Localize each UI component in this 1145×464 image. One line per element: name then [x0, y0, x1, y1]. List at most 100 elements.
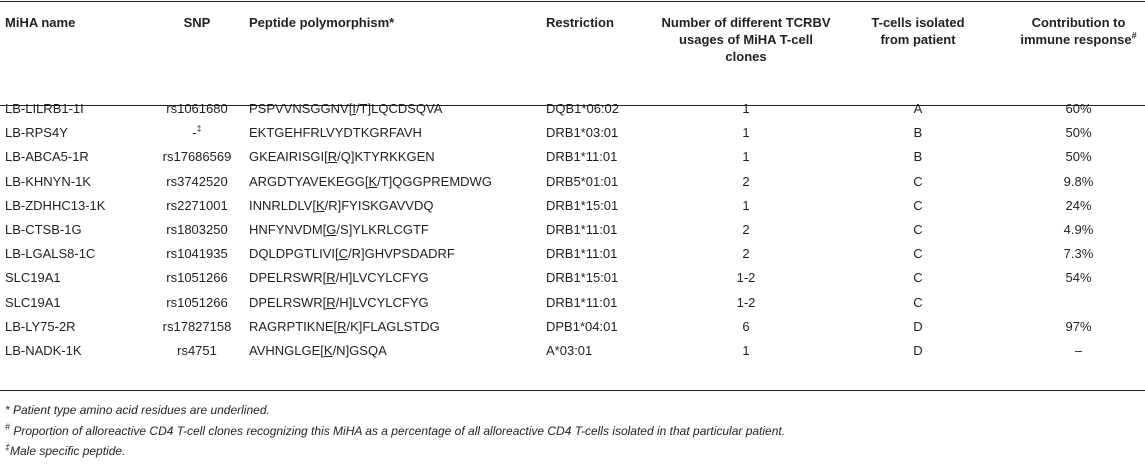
- peptide-polymorphic-residue: I: [352, 101, 356, 116]
- snp-id: -: [192, 125, 197, 141]
- cell-patient: C: [913, 197, 923, 213]
- peptide-segment: /Q]KTYRKKGEN: [337, 149, 435, 165]
- cell-patient: C: [913, 222, 923, 237]
- peptide-segment: EKTGEHFRLVYDTKGRFAVH: [249, 125, 422, 141]
- cell-contribution: 50%: [1065, 125, 1092, 141]
- header-tcrbv: Number of different TCRBV usages of MiHA…: [661, 15, 831, 64]
- cell-peptide: HNFYNVDM[G/S]YLKRLCGTF: [249, 218, 429, 242]
- footnote-0: * Patient type amino acid residues are u…: [5, 402, 270, 418]
- cell-contribution: 60%: [1065, 101, 1092, 116]
- cell-miha-name: LB-CTSB-1G: [5, 222, 82, 237]
- footnote-2: ‡Male specific peptide.: [5, 443, 125, 459]
- cell-restriction: DRB1*03:01: [546, 125, 619, 141]
- cell-contribution: 54%: [1065, 270, 1092, 286]
- peptide-segment: /H]LVCYLCFYG: [335, 270, 429, 286]
- cell-patient: B: [913, 149, 923, 165]
- peptide-segment: /T]QGGPREMDWG: [377, 173, 492, 189]
- peptide-segment: ARGDTYAVEKEGG[: [249, 173, 369, 189]
- cell-miha-name: LB-LILRB1-1I: [5, 101, 84, 116]
- cell-snp: rs1803250: [162, 218, 232, 242]
- snp-id: rs1803250: [166, 222, 228, 237]
- snp-id: rs1041935: [166, 246, 228, 262]
- table-header-rule: [0, 105, 1145, 106]
- cell-restriction: A*03:01: [546, 343, 593, 358]
- header-contribution-mark: #: [1131, 30, 1137, 41]
- cell-patient: C: [913, 270, 923, 286]
- peptide-polymorphic-residue: K: [315, 197, 325, 213]
- footnote-text: Patient type amino acid residues are und…: [9, 403, 270, 417]
- peptide-segment: /R]FYISKGAVVDQ: [324, 197, 434, 213]
- snp-id: rs17827158: [162, 318, 232, 334]
- peptide-segment: INNRLDLV[: [249, 197, 316, 213]
- peptide-segment: /S]YLKRLCGTF: [336, 222, 429, 237]
- cell-contribution: –: [1074, 343, 1083, 358]
- header-peptide: Peptide polymorphism*: [249, 15, 395, 30]
- cell-contribution: 24%: [1065, 197, 1092, 213]
- cell-snp: rs2271001: [162, 194, 232, 218]
- snp-id: rs1051266: [166, 294, 228, 310]
- cell-peptide: ARGDTYAVEKEGG[K/T]QGGPREMDWG: [249, 170, 492, 194]
- cell-snp: rs1061680: [162, 97, 232, 121]
- snp-footnote-mark: ‡: [196, 123, 202, 134]
- peptide-segment: /N]GSQA: [332, 343, 387, 358]
- cell-peptide: GKEAIRISGI[R/Q]KTYRKKGEN: [249, 145, 435, 169]
- cell-tcrbv: 1-2: [736, 294, 756, 310]
- cell-miha-name: LB-LGALS8-1C: [5, 246, 96, 262]
- peptide-segment: GKEAIRISGI[: [249, 149, 328, 165]
- snp-id: rs1061680: [166, 101, 228, 116]
- cell-peptide: DPELRSWR[R/H]LVCYLCFYG: [249, 291, 429, 315]
- header-miha-name: MiHA name: [5, 15, 76, 30]
- cell-peptide: DPELRSWR[R/H]LVCYLCFYG: [249, 266, 429, 290]
- cell-patient: C: [913, 173, 923, 189]
- cell-restriction: DRB1*15:01: [546, 270, 619, 286]
- cell-snp: rs17686569: [162, 145, 232, 169]
- cell-miha-name: LB-RPS4Y: [5, 125, 68, 141]
- table-row: LB-RPS4Y -‡ EKTGEHFRLVYDTKGRFAVH DRB1*03:01…: [0, 121, 1145, 145]
- cell-restriction: DRB1*11:01: [546, 222, 618, 237]
- peptide-segment: DPELRSWR[: [249, 270, 327, 286]
- cell-patient: D: [913, 343, 923, 358]
- snp-id: rs4751: [177, 343, 217, 358]
- cell-contribution: 9.8%: [1063, 173, 1094, 189]
- cell-tcrbv: 1: [742, 343, 750, 358]
- cell-snp: rs1051266: [162, 266, 232, 290]
- cell-tcrbv: 2: [742, 173, 750, 189]
- cell-tcrbv: 1: [742, 101, 750, 116]
- table-top-rule: [0, 1, 1145, 2]
- cell-restriction: DPB1*04:01: [546, 318, 618, 334]
- peptide-segment: DPELRSWR[: [249, 294, 327, 310]
- cell-miha-name: LB-ZDHHC13-1K: [5, 197, 106, 213]
- peptide-segment: PSPVVNSGGNV[: [249, 101, 353, 116]
- cell-contribution: 7.3%: [1063, 246, 1094, 262]
- cell-tcrbv: 1: [742, 149, 750, 165]
- footnote-mark: *: [5, 403, 10, 417]
- cell-tcrbv: 6: [742, 318, 750, 334]
- cell-tcrbv: 2: [742, 246, 750, 262]
- cell-restriction: DQB1*06:02: [546, 101, 619, 116]
- cell-miha-name: SLC19A1: [5, 270, 61, 286]
- table-row: LB-LILRB1-1I rs1061680 PSPVVNSGGNV[I/T]LQC…: [0, 97, 1145, 121]
- cell-patient: C: [913, 294, 923, 310]
- cell-patient: C: [913, 246, 923, 262]
- peptide-segment: HNFYNVDM[: [249, 222, 327, 237]
- cell-peptide: RAGRPTIKNE[R/K]FLAGLSTDG: [249, 315, 440, 339]
- cell-patient: D: [913, 318, 923, 334]
- footnote-text: Proportion of alloreactive CD4 T-cell cl…: [10, 424, 786, 438]
- table-row: SLC19A1 rs1051266 DPELRSWR[R/H]LVCYLCFYG DR…: [0, 291, 1145, 315]
- table-row: LB-NADK-1K rs4751 AVHNGLGE[K/N]GSQA A*03:01…: [0, 339, 1145, 363]
- snp-id: rs17686569: [162, 149, 232, 165]
- cell-restriction: DRB5*01:01: [546, 173, 619, 189]
- cell-snp: rs3742520: [162, 170, 232, 194]
- table-row: SLC19A1 rs1051266 DPELRSWR[R/H]LVCYLCFYG DR…: [0, 266, 1145, 290]
- cell-restriction: DRB1*11:01: [546, 149, 618, 165]
- cell-peptide: EKTGEHFRLVYDTKGRFAVH: [249, 121, 422, 145]
- cell-contribution: 50%: [1065, 149, 1092, 165]
- peptide-polymorphic-residue: R: [326, 270, 336, 286]
- table-row: LB-ABCA5-1R rs17686569 GKEAIRISGI[R/Q]KTYR…: [0, 145, 1145, 169]
- cell-tcrbv: 1-2: [736, 270, 756, 286]
- table-row: LB-CTSB-1G rs1803250 HNFYNVDM[G/S]YLKRLCGT…: [0, 218, 1145, 242]
- cell-snp: rs4751: [162, 339, 232, 363]
- cell-tcrbv: 2: [742, 222, 750, 237]
- peptide-polymorphic-residue: C: [338, 246, 348, 262]
- cell-snp: rs1051266: [162, 291, 232, 315]
